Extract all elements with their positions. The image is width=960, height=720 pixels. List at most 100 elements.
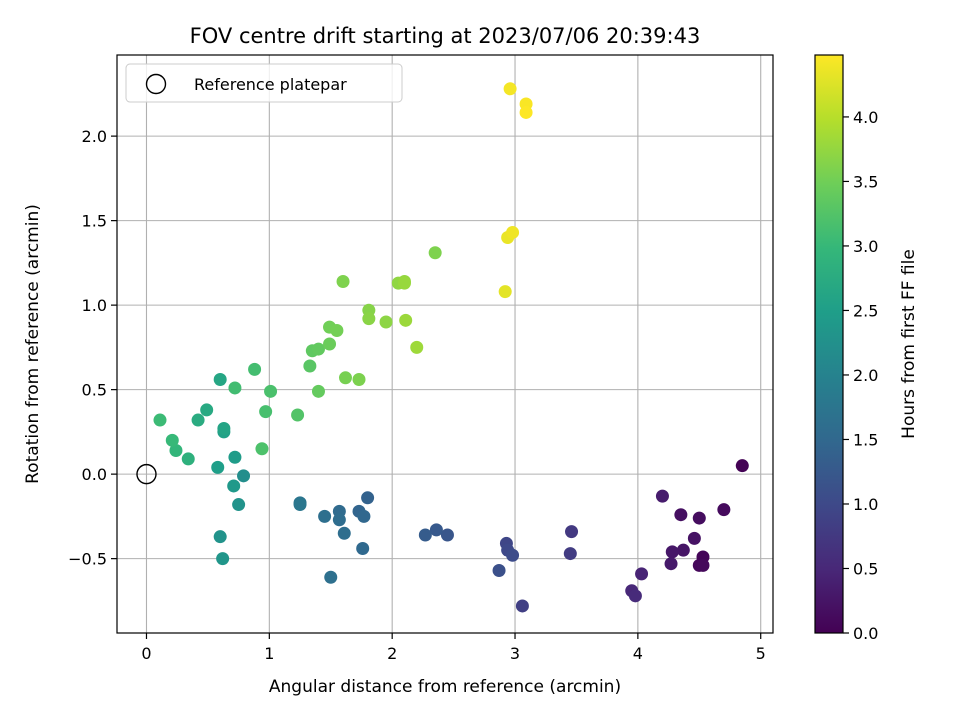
y-tick-label: 0.0	[82, 465, 107, 484]
x-axis-ticks: 0 1 2 3 4 5	[141, 633, 766, 663]
data-point	[211, 460, 225, 474]
x-tick-label: 4	[633, 644, 643, 663]
data-point	[519, 105, 533, 119]
data-point	[248, 362, 262, 376]
data-point	[506, 548, 520, 562]
data-point	[440, 528, 454, 542]
data-point	[563, 547, 577, 561]
data-point	[303, 359, 317, 373]
plot-frame	[116, 54, 774, 634]
data-point	[498, 285, 512, 299]
data-point	[338, 371, 352, 385]
chart-title: FOV centre drift starting at 2023/07/06 …	[190, 24, 701, 48]
x-tick-label: 0	[141, 644, 151, 663]
colorbar-tick-label: 0.0	[853, 624, 878, 643]
data-point	[228, 450, 242, 464]
data-point	[515, 599, 529, 613]
data-point	[410, 340, 424, 354]
data-point	[181, 452, 195, 466]
data-point	[232, 498, 246, 512]
data-point	[399, 313, 413, 327]
data-point	[293, 498, 307, 512]
data-point	[676, 543, 690, 557]
data-point	[492, 563, 506, 577]
legend-marker-open-circle	[145, 73, 167, 95]
data-point	[332, 513, 346, 527]
data-point	[323, 337, 337, 351]
legend-entry-label: Reference platepar	[194, 75, 347, 94]
data-point	[213, 372, 227, 386]
data-point	[687, 531, 701, 545]
reference-platepar-marker	[136, 463, 157, 485]
data-point	[153, 413, 167, 427]
x-tick-label: 2	[387, 644, 397, 663]
y-axis-label: Rotation from reference (arcmin)	[23, 204, 43, 484]
y-axis-ticks: −0.5 0.0 0.5 1.0 1.5 2.0	[68, 127, 117, 569]
legend-box	[125, 63, 403, 103]
x-tick-label: 1	[264, 644, 274, 663]
data-point	[324, 570, 338, 584]
data-points	[153, 82, 749, 613]
legend: Reference platepar	[125, 63, 403, 103]
reference-marker	[136, 463, 157, 485]
colorbar-tick-label: 0.5	[853, 559, 878, 578]
data-point	[717, 503, 731, 517]
data-point	[428, 246, 442, 260]
y-tick-label: 1.0	[82, 296, 107, 315]
data-point	[216, 552, 230, 566]
data-point	[503, 82, 517, 96]
y-tick-label: −0.5	[68, 550, 107, 569]
data-point	[352, 372, 366, 386]
data-point	[692, 511, 706, 525]
data-point	[357, 509, 371, 523]
colorbar-tick-label: 4.0	[853, 108, 878, 127]
data-point	[291, 408, 305, 422]
data-point	[228, 381, 242, 395]
data-point	[356, 541, 370, 555]
data-point	[665, 545, 679, 559]
colorbar-ticks: 0.0 0.5 1.0 1.5 2.0 2.5 3.0 3.5 4.0	[843, 108, 878, 643]
data-point	[330, 323, 344, 337]
data-point	[336, 274, 350, 288]
data-point	[237, 469, 251, 483]
data-point	[200, 403, 214, 417]
data-point	[255, 442, 269, 456]
colorbar-gradient	[814, 54, 844, 634]
data-point	[165, 433, 179, 447]
data-point	[506, 225, 520, 239]
x-tick-label: 3	[510, 644, 520, 663]
colorbar-tick-label: 2.5	[853, 301, 878, 320]
data-point	[264, 384, 278, 398]
colorbar: 0.0 0.5 1.0 1.5 2.0 2.5 3.0 3.5 4.0 Hours from f…	[814, 54, 919, 643]
data-point	[429, 523, 443, 537]
data-point	[213, 530, 227, 544]
data-point	[397, 276, 411, 290]
data-point	[227, 479, 241, 493]
data-point	[565, 525, 579, 539]
data-point	[674, 508, 688, 522]
y-tick-label: 0.5	[82, 381, 107, 400]
data-point	[628, 589, 642, 603]
data-point	[361, 491, 375, 505]
data-point	[696, 558, 710, 572]
y-tick-label: 1.5	[82, 212, 107, 231]
data-point	[259, 405, 273, 419]
data-point	[318, 509, 332, 523]
data-point	[418, 528, 432, 542]
data-point	[337, 526, 351, 540]
data-point	[311, 342, 325, 356]
colorbar-tick-label: 3.0	[853, 237, 878, 256]
data-point	[655, 489, 669, 503]
data-point	[169, 443, 183, 457]
data-point	[735, 459, 749, 473]
colorbar-tick-label: 1.0	[853, 495, 878, 514]
data-point	[311, 384, 325, 398]
colorbar-label: Hours from first FF file	[899, 249, 919, 439]
colorbar-tick-label: 2.0	[853, 366, 878, 385]
y-tick-label: 2.0	[82, 127, 107, 146]
colorbar-tick-label: 3.5	[853, 172, 878, 191]
data-point	[191, 413, 205, 427]
data-point	[362, 312, 376, 326]
data-point	[379, 315, 393, 329]
